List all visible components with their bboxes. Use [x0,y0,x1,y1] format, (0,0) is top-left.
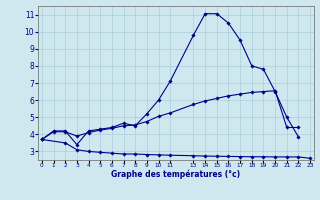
X-axis label: Graphe des températures (°c): Graphe des températures (°c) [111,170,241,179]
